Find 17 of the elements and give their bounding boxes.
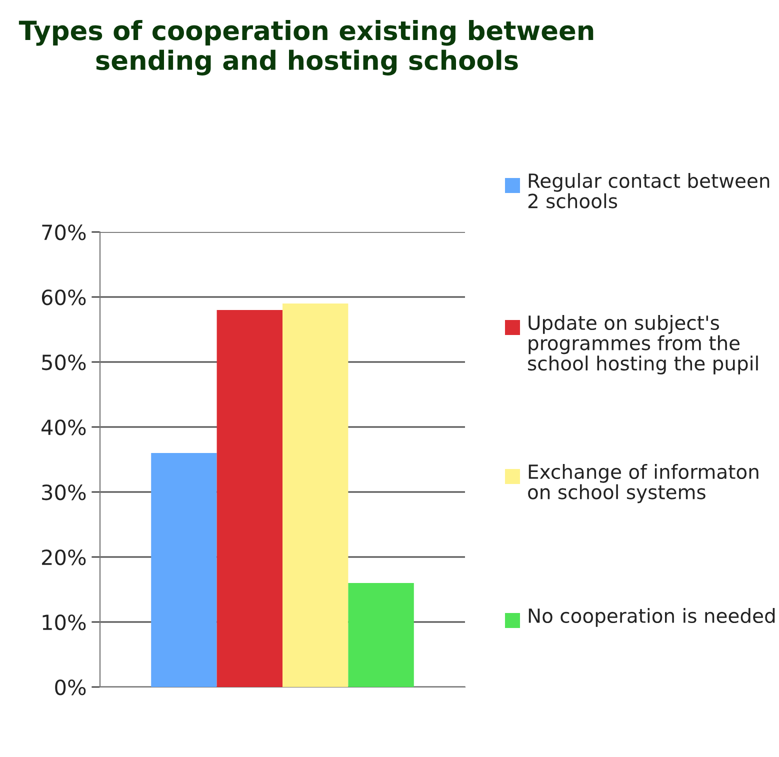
legend-label: Update on subject's programmes from the school hosting the pupil [528,315,758,374]
y-tick-label: 50% [42,354,86,370]
y-tick-label: 30% [42,484,86,500]
bar [151,453,217,687]
legend-label: No cooperation is needed [528,608,775,627]
y-tick-label: 20% [42,549,86,566]
chart-title: Types of cooperation existing between sending and hosting schools [18,20,594,76]
bar [282,304,348,687]
bar [348,583,414,687]
legend-label: Exchange of informaton on school systems [528,464,758,504]
legend-label: Regular contact between 2 schools [528,173,770,208]
y-tick-label: 70% [42,224,86,240]
y-tick-label: 10% [42,614,86,630]
bar [216,310,282,687]
y-tick-label: 0% [55,679,86,696]
y-tick-label: 40% [42,419,86,436]
y-tick-label: 60% [42,289,86,306]
